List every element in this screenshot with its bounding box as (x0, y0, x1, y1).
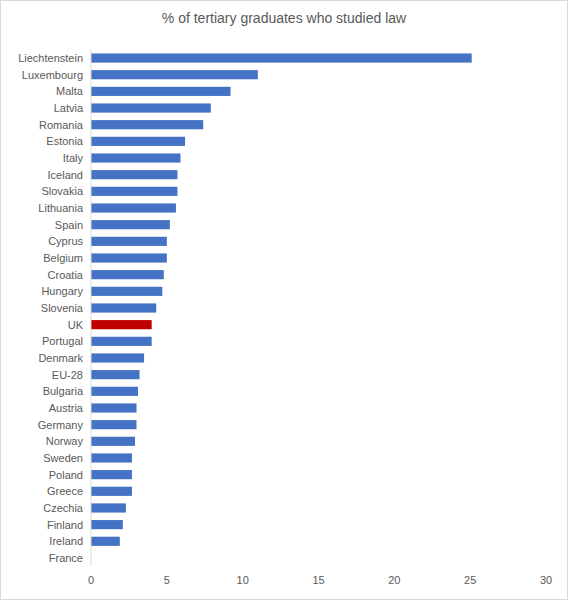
category-label: Malta (56, 85, 84, 97)
tick-label: 20 (388, 574, 400, 586)
tick-label: 5 (164, 574, 170, 586)
bar (91, 337, 152, 346)
bar (91, 420, 137, 429)
category-label: Slovenia (41, 302, 84, 314)
tick-label: 30 (540, 574, 552, 586)
category-label: Hungary (41, 285, 83, 297)
bar (91, 437, 135, 446)
tick-label: 25 (464, 574, 476, 586)
bar (91, 203, 176, 212)
chart: % of tertiary graduates who studied law L… (0, 0, 568, 600)
category-label: Denmark (38, 352, 83, 364)
bar (91, 503, 126, 512)
category-label: Romania (39, 119, 84, 131)
bar (91, 370, 140, 379)
category-label: Spain (55, 219, 83, 231)
tick-label: 15 (312, 574, 324, 586)
category-label: Austria (49, 402, 84, 414)
category-label: Iceland (48, 169, 83, 181)
bar (91, 270, 164, 279)
category-label: Greece (47, 485, 83, 497)
category-label: Liechtenstein (18, 52, 83, 64)
category-label: Slovakia (41, 185, 83, 197)
bar (91, 120, 203, 129)
bar (91, 70, 258, 79)
category-label: Ireland (49, 535, 83, 547)
bar (91, 403, 137, 412)
bar (91, 237, 167, 246)
bar (91, 487, 132, 496)
category-label: Belgium (43, 252, 83, 264)
bar (91, 353, 144, 362)
bars (91, 53, 472, 545)
category-label: EU-28 (52, 369, 83, 381)
bar (91, 520, 123, 529)
category-axis (91, 50, 92, 567)
bar (91, 287, 162, 296)
category-label: France (49, 552, 83, 564)
bar (91, 187, 177, 196)
bar (91, 53, 472, 62)
category-label: Latvia (54, 102, 84, 114)
category-label: Poland (49, 469, 83, 481)
bar (91, 303, 156, 312)
bar (91, 170, 177, 179)
bar (91, 320, 152, 329)
bar (91, 253, 167, 262)
bar (91, 537, 120, 546)
category-label: Finland (47, 519, 83, 531)
category-label: Bulgaria (43, 385, 84, 397)
bar (91, 103, 211, 112)
bar (91, 220, 170, 229)
category-label: Sweden (43, 452, 83, 464)
category-label: Cyprus (48, 235, 83, 247)
title: % of tertiary graduates who studied law (162, 10, 407, 26)
category-label: Luxembourg (22, 69, 83, 81)
tick-label: 10 (237, 574, 249, 586)
category-label: Estonia (46, 135, 84, 147)
bar (91, 87, 231, 96)
category-label: Croatia (48, 269, 84, 281)
bar (91, 453, 132, 462)
category-label: Norway (46, 435, 84, 447)
category-label: Germany (38, 419, 84, 431)
bar (91, 137, 185, 146)
chart-border (1, 1, 568, 600)
category-label: Italy (63, 152, 84, 164)
category-label: Czechia (43, 502, 84, 514)
bar (91, 470, 132, 479)
category-label: Portugal (42, 335, 83, 347)
category-label: UK (68, 319, 84, 331)
bar (91, 153, 180, 162)
category-label: Lithuania (38, 202, 84, 214)
tick-label: 0 (88, 574, 94, 586)
bar (91, 387, 138, 396)
